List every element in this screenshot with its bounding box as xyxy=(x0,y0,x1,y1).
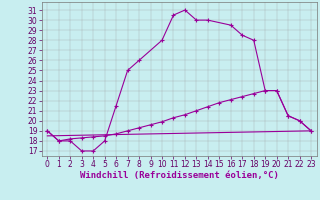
X-axis label: Windchill (Refroidissement éolien,°C): Windchill (Refroidissement éolien,°C) xyxy=(80,171,279,180)
